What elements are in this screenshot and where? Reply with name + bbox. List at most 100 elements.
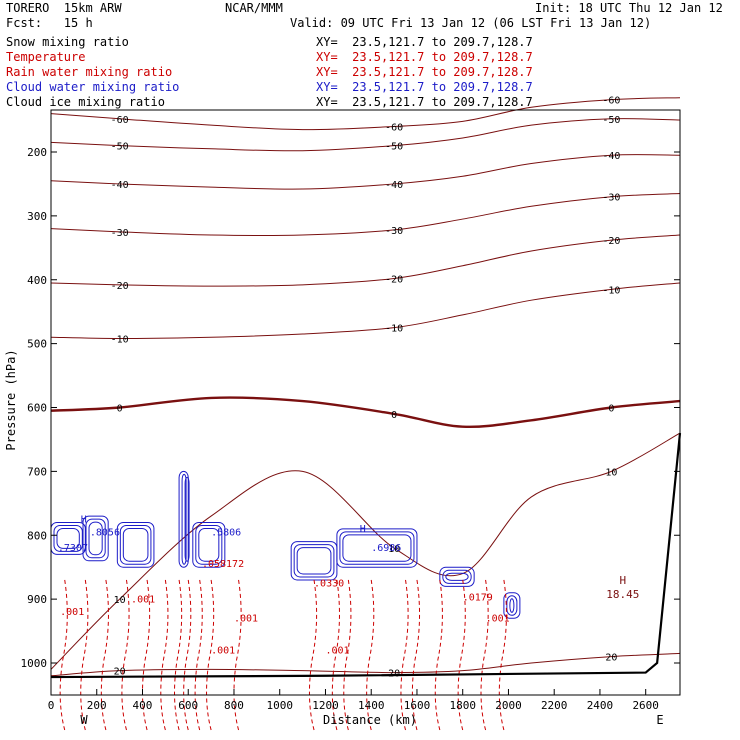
isotherm-label: -40: [111, 180, 129, 191]
x-tick-label: 2600: [632, 699, 659, 712]
isotherm-label: -50: [602, 115, 620, 126]
east-end-label: E: [656, 713, 663, 727]
cloud-water-annotation: H: [81, 514, 87, 525]
x-tick-label: 600: [178, 699, 198, 712]
isotherm-label: -10: [111, 335, 129, 346]
x-tick-label: 1000: [266, 699, 293, 712]
maximum-marker: H: [620, 574, 627, 587]
rain-water-contour: [480, 579, 489, 731]
cloud-water-contour: [293, 544, 335, 578]
rain-water-contour: [160, 579, 169, 731]
terrain-surface-line: [50, 432, 682, 679]
cloud-water-contours: [50, 470, 521, 619]
cloud-water-contour: [296, 547, 332, 575]
cloud-water-contour: [184, 476, 190, 562]
isotherm-label: 10: [388, 544, 400, 555]
isotherm-label: -60: [111, 115, 129, 126]
rain-water-contour: [183, 579, 192, 731]
isotherm-line: [50, 97, 681, 131]
x-tick-label: 2400: [587, 699, 614, 712]
field-rain-name: Rain water mixing ratio: [6, 65, 173, 79]
field-snow-xy: XY= 23.5,121.7 to 209.7,128.7: [316, 35, 533, 49]
x-tick-label: 2000: [495, 699, 522, 712]
rain-water-contour: [121, 579, 130, 731]
rain-water-contour: [308, 579, 318, 731]
isotherm-line: [50, 154, 681, 190]
field-cloudice-name: Cloud ice mixing ratio: [6, 95, 165, 109]
rain-water-contour: [498, 579, 507, 731]
rain-water-annotation: .001: [60, 607, 84, 618]
rain-water-annotation: .001: [211, 645, 235, 656]
cloud-water-contour: [116, 521, 155, 568]
rain-water-contour: [141, 579, 151, 731]
rain-water-annotation: .0179: [463, 592, 493, 603]
rain-water-contour: [411, 579, 421, 731]
cloud-water-contour: [439, 566, 475, 587]
rain-water-annotation: .001: [325, 645, 349, 656]
rain-water-contour: [400, 579, 409, 731]
cloud-water-annotation: .5806: [211, 527, 241, 538]
rain-water-contour: [174, 579, 183, 731]
maximum-value: 18.45: [606, 588, 639, 601]
rain-water-contour: [100, 579, 109, 731]
x-tick-label: 400: [133, 699, 153, 712]
init-time: Init: 18 UTC Thu 12 Jan 12: [535, 1, 723, 15]
field-cloudice-xy: XY= 23.5,121.7 to 209.7,128.7: [316, 95, 533, 109]
west-end-label: W: [80, 713, 88, 727]
y-tick-label: 1000: [21, 657, 48, 670]
cloud-water-contour: [339, 531, 415, 565]
x-axis-title: Distance (km): [323, 713, 417, 727]
x-tick-label: 200: [87, 699, 107, 712]
rain-water-contour: [434, 579, 443, 731]
cloud-water-contour: [509, 598, 515, 613]
isotherm-label: 10: [114, 595, 126, 606]
isotherm-label: 0: [391, 410, 397, 421]
x-tick-label: 1600: [404, 699, 431, 712]
isotherm-label: 0: [608, 404, 614, 415]
isotherm-line: [50, 282, 681, 340]
rain-water-annotation: .0330: [314, 578, 344, 589]
field-rain-xy: XY= 23.5,121.7 to 209.7,128.7: [316, 65, 533, 79]
rain-water-contour: [206, 579, 215, 731]
y-tick-label: 600: [27, 402, 47, 415]
cloud-water-contour: [192, 521, 226, 568]
isotherm-label: 20: [605, 653, 617, 664]
valid-time: Valid: 09 UTC Fri 13 Jan 12 (06 LST Fri …: [290, 16, 652, 30]
rain-water-contour: [457, 579, 466, 731]
cloud-water-contour: [88, 521, 103, 556]
field-cloudwater-name: Cloud water mixing ratio: [6, 80, 180, 94]
cloud-water-contour: [503, 592, 521, 619]
cloud-water-contour: [181, 473, 187, 565]
center-title: NCAR/MMM: [225, 1, 283, 15]
rain-water-annotation: .001: [131, 594, 155, 605]
cloud-water-contour: [442, 569, 472, 584]
rain-water-contour: [233, 579, 242, 731]
x-tick-label: 1400: [358, 699, 385, 712]
rain-water-contour: [80, 579, 89, 731]
plot-frame: [50, 109, 681, 696]
isotherm-label: -20: [111, 281, 129, 292]
maxima-labels: H18.45: [606, 574, 639, 601]
rain-water-annotation: .001: [486, 613, 510, 624]
isotherm-label: -30: [602, 193, 620, 204]
isotherm-label: -60: [602, 96, 620, 107]
cloud-water-annotation: .6986: [371, 543, 401, 554]
rain-water-contour: [331, 579, 340, 731]
isotherm-label: 20: [114, 667, 126, 678]
isotherm-label: -50: [385, 142, 403, 153]
cloud-water-contour: [53, 524, 83, 552]
isotherm-line: [50, 396, 681, 429]
cloud-water-contour: [119, 524, 152, 565]
isotherm-label: -60: [385, 122, 403, 133]
isotherm-label: -30: [111, 228, 129, 239]
y-tick-label: 200: [27, 146, 47, 159]
y-tick-label: 900: [27, 593, 47, 606]
isotherm-line: [50, 432, 681, 670]
forecast-hour: Fcst: 15 h: [6, 16, 93, 30]
isotherm-label: -40: [602, 151, 620, 162]
y-tick-label: 800: [27, 529, 47, 542]
model-title: TORERO 15km ARW: [6, 1, 122, 15]
y-tick-label: 300: [27, 210, 47, 223]
